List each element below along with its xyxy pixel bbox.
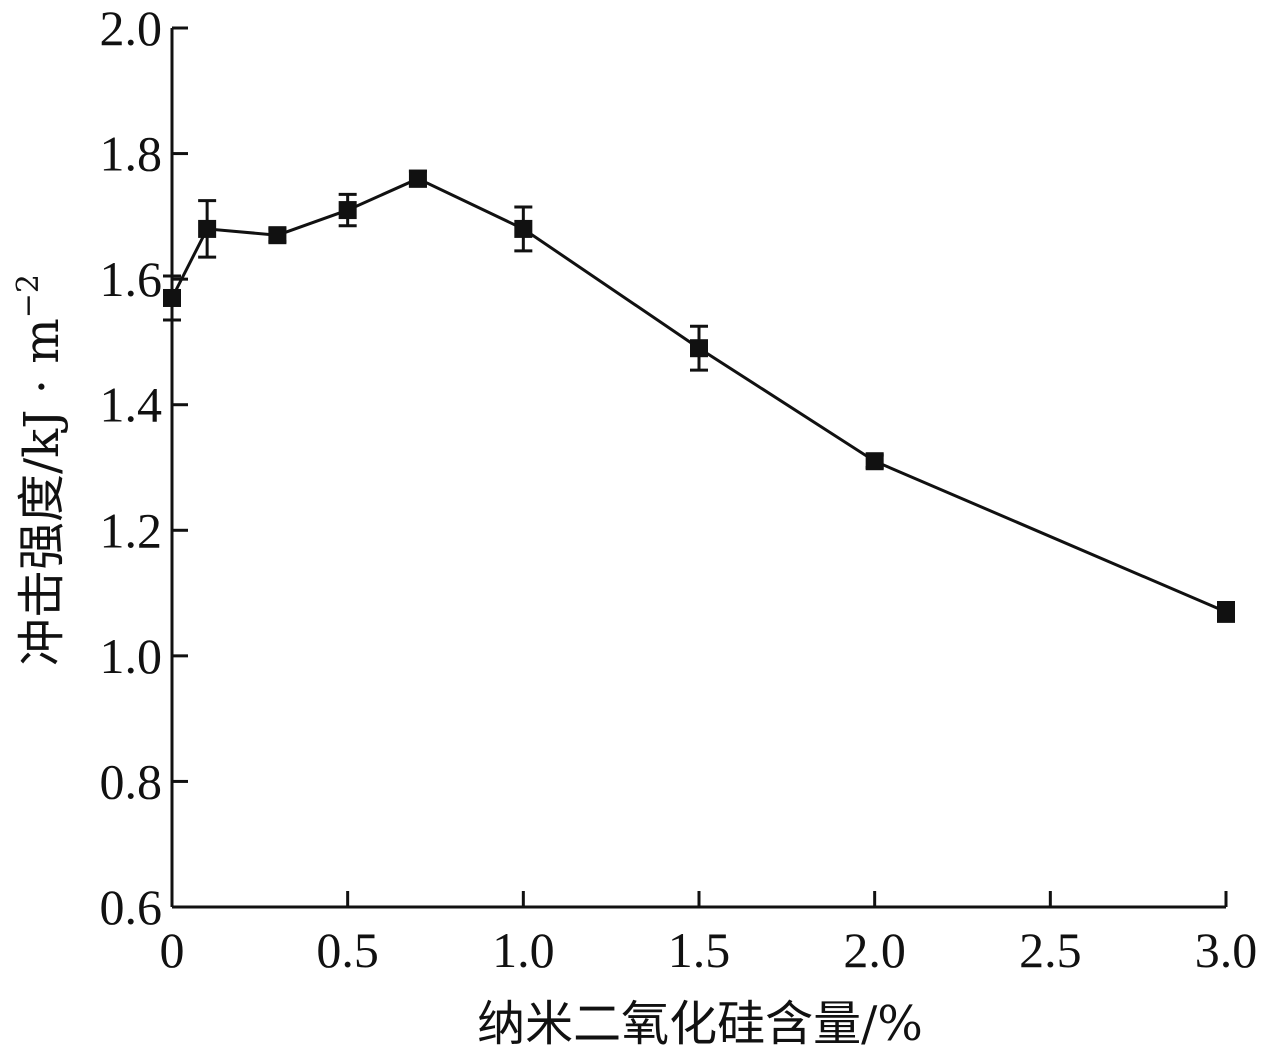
data-point [514, 219, 533, 238]
data-point [408, 169, 427, 188]
data-point [865, 452, 884, 471]
y-tick-label: 1.6 [100, 251, 163, 307]
data-point [1217, 602, 1235, 621]
x-tick-label: 2.5 [1019, 922, 1082, 978]
x-axis-title: 纳米二氧化硅含量/% [477, 996, 923, 1051]
x-tick-label: 3.0 [1195, 922, 1258, 978]
x-tick-label: 1.0 [492, 922, 555, 978]
y-tick-label: 1.0 [100, 628, 163, 684]
y-tick-label: 0.8 [100, 753, 163, 809]
x-tick-label: 0 [160, 922, 185, 978]
series-line [170, 177, 1227, 614]
chart-ticks: 0.6 0.8 1.0 1.2 1.4 1.6 1.8 2.0 0 0.5 1.0 1.5 2.0 2.5… [100, 0, 1258, 978]
y-tick-label: 1.4 [100, 377, 163, 433]
y-axis-title-group: 冲击强度/kJ · m−2 [11, 274, 70, 666]
y-axis-title-text: 冲击强度/kJ · m [14, 318, 70, 666]
y-axis-title: 冲击强度/kJ · m−2 [11, 274, 70, 666]
data-point [268, 226, 287, 245]
x-tick-label: 2.0 [843, 922, 906, 978]
y-tick-label: 0.6 [100, 879, 163, 935]
y-tick-label: 1.2 [100, 502, 163, 558]
y-axis-title-superscript: −2 [11, 274, 46, 318]
data-point [198, 219, 217, 238]
chart-axes [170, 28, 1226, 909]
y-tick-label: 1.8 [100, 126, 163, 182]
data-point [163, 288, 181, 307]
x-tick-label: 0.5 [316, 922, 379, 978]
data-point [690, 339, 708, 358]
chart-series [163, 169, 1235, 623]
x-tick-label: 1.5 [668, 922, 731, 978]
data-point [338, 201, 357, 220]
y-tick-label: 2.0 [100, 0, 163, 56]
